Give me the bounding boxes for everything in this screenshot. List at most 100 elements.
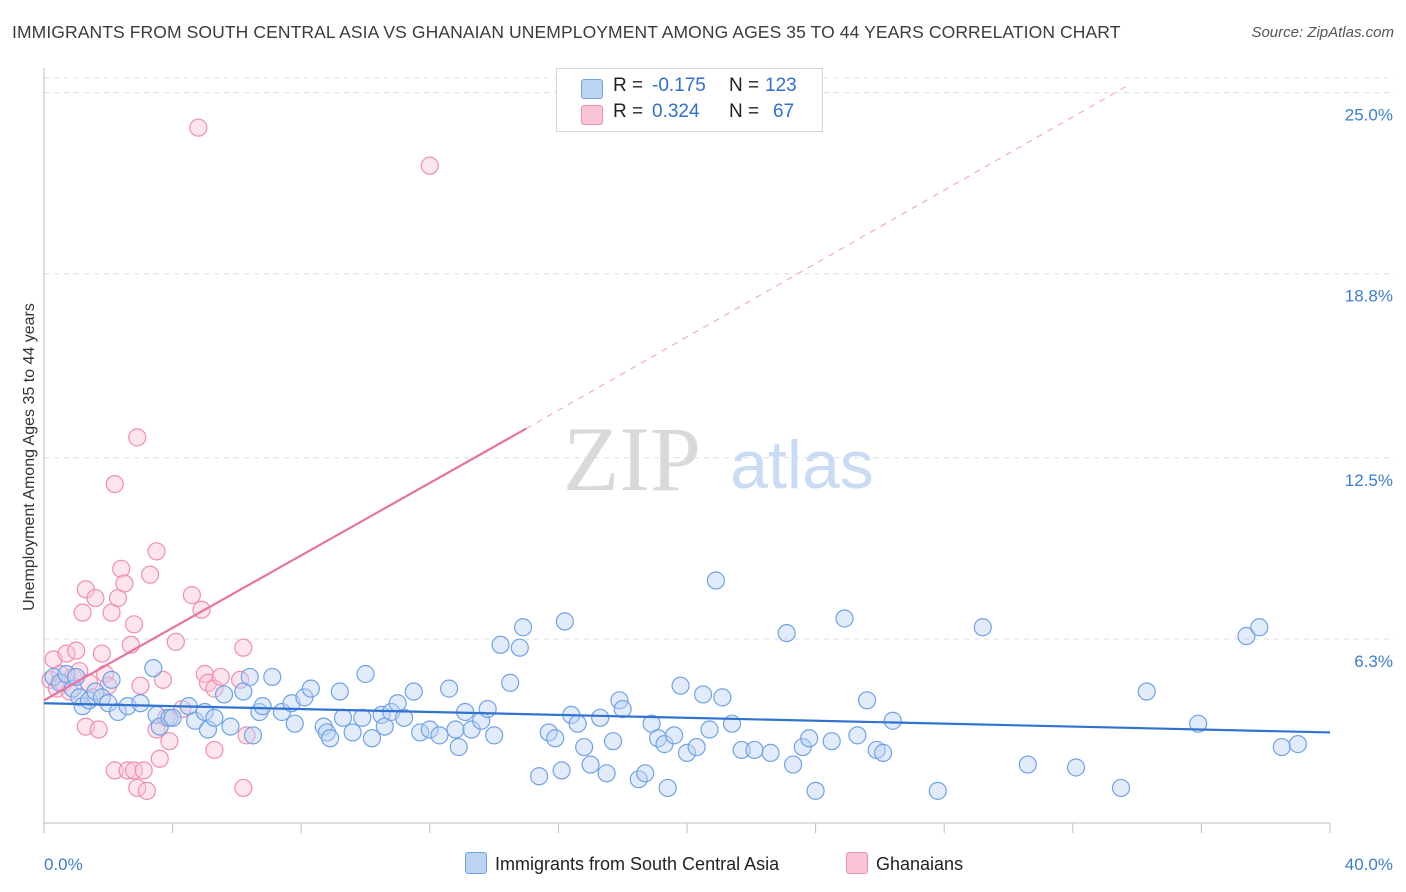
immigrants-point bbox=[485, 726, 504, 745]
immigrants-point bbox=[394, 708, 414, 727]
ghanaians-point bbox=[131, 676, 150, 695]
ghanaians-point bbox=[124, 615, 144, 634]
immigrants-point bbox=[420, 720, 439, 739]
immigrants-point bbox=[285, 714, 304, 733]
immigrants-point bbox=[131, 694, 150, 713]
grid-lines bbox=[44, 77, 1395, 640]
immigrants-point bbox=[693, 685, 713, 704]
immigrants-point bbox=[205, 708, 224, 727]
ghanaians-point bbox=[160, 732, 179, 751]
immigrants-point bbox=[1288, 735, 1307, 754]
legend-row-ghanaians: R = 0.324 N = 67 bbox=[557, 101, 822, 127]
ghanaians-point bbox=[211, 667, 230, 687]
ghanaians-point bbox=[137, 781, 156, 800]
immigrants-point bbox=[449, 737, 468, 757]
ghanaians-point bbox=[118, 761, 137, 780]
ghanaians-point bbox=[105, 474, 124, 494]
chart-title: IMMIGRANTS FROM SOUTH CENTRAL ASIA VS GH… bbox=[12, 22, 1121, 42]
immigrants-point bbox=[1189, 714, 1208, 733]
immigrants-point bbox=[636, 764, 655, 783]
immigrants-point bbox=[591, 708, 610, 727]
immigrants-point bbox=[439, 679, 459, 698]
immigrants-point bbox=[1237, 626, 1256, 646]
immigrants-point bbox=[404, 682, 423, 701]
r-value: -0.175 bbox=[652, 75, 706, 96]
immigrants-point bbox=[706, 571, 726, 590]
legend-item-immigrants: Immigrants from South Central Asia bbox=[465, 852, 779, 875]
ghanaians-point bbox=[205, 740, 224, 760]
immigrants-point bbox=[491, 635, 510, 654]
immigrants-point bbox=[597, 764, 616, 783]
legend-label-immigrants: Immigrants from South Central Asia bbox=[495, 854, 780, 874]
n-label: N = bbox=[729, 101, 760, 122]
immigrants-point bbox=[658, 778, 677, 798]
ghanaians-point bbox=[150, 749, 169, 768]
immigrants-point bbox=[362, 729, 382, 748]
axes bbox=[43, 68, 1331, 833]
ghanaians-point bbox=[147, 542, 166, 561]
immigrants-point bbox=[243, 726, 263, 745]
immigrants-point bbox=[1018, 755, 1037, 774]
immigrants-point bbox=[713, 688, 732, 707]
r-label: R = bbox=[613, 101, 644, 122]
y-tick-label: 6.3% bbox=[1354, 652, 1393, 671]
immigrants-point bbox=[214, 685, 234, 704]
source-label: Source: ZipAtlas.com bbox=[1251, 24, 1394, 41]
ghanaians-point bbox=[134, 761, 153, 780]
immigrants-point bbox=[732, 740, 751, 760]
immigrants-point bbox=[687, 737, 706, 757]
immigrants-point bbox=[263, 667, 282, 687]
immigrants-point bbox=[253, 697, 272, 716]
immigrants-point bbox=[665, 726, 684, 745]
ghanaians-point bbox=[112, 559, 131, 578]
immigrants-point bbox=[568, 714, 587, 733]
immigrants-point bbox=[555, 612, 574, 631]
ghanaians-point bbox=[205, 679, 224, 698]
immigrants-point bbox=[883, 711, 902, 730]
immigrants-point bbox=[1250, 618, 1269, 637]
legend-row-immigrants: R = -0.175 N = 123 bbox=[557, 75, 822, 101]
immigrants-point bbox=[333, 708, 353, 727]
x-tick-label: 40.0% bbox=[1345, 855, 1393, 874]
immigrants-point bbox=[108, 702, 128, 722]
immigrants-point bbox=[800, 729, 819, 748]
immigrants-point bbox=[745, 740, 764, 760]
immigrants-point bbox=[874, 743, 893, 762]
watermark-zip: ZIP bbox=[563, 408, 701, 510]
immigrants-point bbox=[221, 717, 240, 736]
legend-swatch-pink bbox=[581, 105, 603, 125]
r-label: R = bbox=[613, 75, 644, 96]
ghanaians-point bbox=[234, 638, 253, 657]
ghanaians-point bbox=[86, 588, 105, 608]
ghanaians-point bbox=[420, 156, 439, 175]
immigrants-point bbox=[353, 708, 372, 727]
legend-swatch-blue bbox=[581, 79, 603, 99]
immigrants-point bbox=[700, 720, 719, 739]
immigrants-points bbox=[44, 571, 1307, 800]
immigrants-point bbox=[677, 743, 697, 762]
ghanaians-trend-extension bbox=[526, 83, 1131, 430]
immigrants-point bbox=[973, 618, 992, 637]
legend-swatch-blue bbox=[465, 852, 487, 874]
ghanaians-point bbox=[105, 761, 124, 780]
y-tick-label: 25.0% bbox=[1345, 106, 1393, 125]
immigrants-point bbox=[163, 708, 182, 727]
immigrants-point bbox=[446, 720, 465, 739]
immigrants-point bbox=[1137, 682, 1156, 701]
legend-label-ghanaians: Ghanaians bbox=[876, 854, 964, 874]
immigrants-point bbox=[1272, 737, 1291, 757]
immigrants-point bbox=[835, 609, 854, 628]
immigrants-point bbox=[330, 682, 349, 701]
immigrants-point bbox=[301, 679, 320, 698]
n-label: N = bbox=[729, 75, 760, 96]
immigrants-point bbox=[321, 729, 340, 748]
immigrants-point bbox=[761, 743, 780, 762]
immigrants-point bbox=[513, 618, 533, 637]
ghanaians-point bbox=[89, 720, 108, 739]
ghanaians-point bbox=[189, 118, 208, 137]
immigrants-point bbox=[552, 761, 571, 780]
immigrants-point bbox=[356, 664, 375, 684]
y-tick-label: 12.5% bbox=[1345, 471, 1393, 490]
immigrants-point bbox=[857, 691, 877, 710]
